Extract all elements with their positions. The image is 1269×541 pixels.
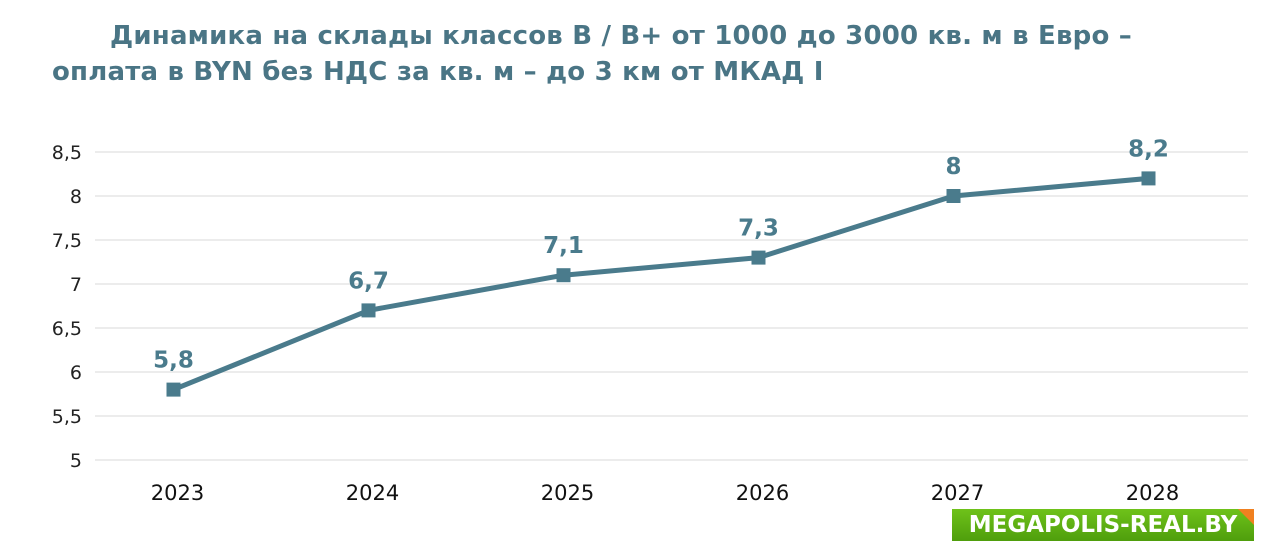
y-tick-label: 5 xyxy=(70,450,82,472)
x-tick-label: 2023 xyxy=(151,481,204,505)
y-tick-label: 7,5 xyxy=(52,230,82,252)
watermark-corner xyxy=(1238,509,1254,525)
y-tick-label: 7 xyxy=(70,274,82,296)
data-point-marker xyxy=(361,303,376,318)
data-point-marker xyxy=(946,189,961,203)
y-tick-label: 6,5 xyxy=(52,318,82,340)
y-tick-label: 6 xyxy=(70,362,82,384)
data-label: 7,1 xyxy=(543,233,584,259)
x-tick-label: 2028 xyxy=(1126,481,1179,505)
x-tick-label: 2027 xyxy=(931,481,984,505)
x-tick-label: 2025 xyxy=(541,481,594,505)
data-point-marker xyxy=(556,268,571,283)
watermark-logo: MEGAPOLIS-REAL.BY xyxy=(952,509,1254,541)
data-label: 8 xyxy=(945,154,961,180)
chart-title: Динамика на склады классов B / B+ от 100… xyxy=(52,18,1262,90)
data-label: 8,2 xyxy=(1128,136,1169,162)
data-point-marker xyxy=(751,250,766,265)
series-line xyxy=(172,175,1149,392)
x-tick-label: 2026 xyxy=(736,481,789,505)
x-tick-label: 2024 xyxy=(346,481,399,505)
data-point-marker xyxy=(166,382,181,397)
y-tick-label: 8,5 xyxy=(52,142,82,164)
chart-title-line2: оплата в BYN без НДС за кв. м – до 3 км … xyxy=(52,57,824,87)
chart-title-line1: Динамика на склады классов B / B+ от 100… xyxy=(110,21,1132,51)
y-tick-label: 8 xyxy=(70,186,82,208)
data-label: 6,7 xyxy=(348,268,389,294)
data-label: 7,3 xyxy=(738,216,779,242)
y-tick-label: 5,5 xyxy=(52,406,82,428)
data-point-marker xyxy=(1141,171,1156,186)
data-label: 5,8 xyxy=(153,348,194,374)
